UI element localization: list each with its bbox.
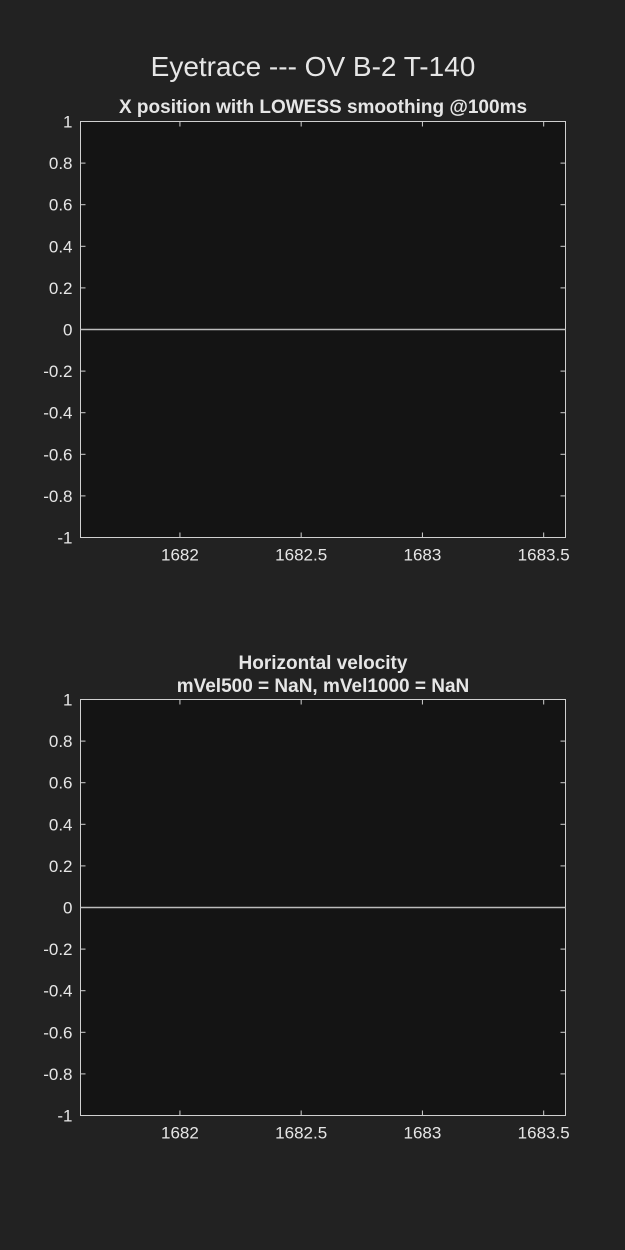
x-position-y-tick-label: 0.8 bbox=[49, 154, 73, 173]
horizontal-velocity-axes: Horizontal velocity mVel500 = NaN, mVel1… bbox=[43, 653, 569, 1143]
horizontal-velocity-axes-subtitle: mVel500 = NaN, mVel1000 = NaN bbox=[177, 676, 470, 697]
x-position-ticks: 1 0.8 0.6 0.4 0.2 0 -0.2 -0.4 -0.6 -0.8 -1 1682 1682… bbox=[43, 113, 569, 565]
horizontal-velocity-y-tick-label: -0.8 bbox=[43, 1065, 72, 1084]
x-position-y-tick-label: -0.4 bbox=[43, 404, 72, 423]
horizontal-velocity-y-tick-label: -0.4 bbox=[43, 982, 72, 1001]
x-position-axes: X position with LOWESS smoothing @100ms … bbox=[43, 97, 569, 565]
horizontal-velocity-x-tick-label: 1683.5 bbox=[518, 1124, 570, 1143]
horizontal-velocity-y-tick-label: 0.4 bbox=[49, 815, 73, 834]
x-position-y-tick-label: -0.6 bbox=[43, 445, 72, 464]
horizontal-velocity-y-tick-label: 1 bbox=[63, 691, 72, 710]
horizontal-velocity-y-tick-label: -1 bbox=[57, 1107, 72, 1126]
horizontal-velocity-y-tick-label: -0.2 bbox=[43, 940, 72, 959]
x-position-y-tick-label: -0.2 bbox=[43, 362, 72, 381]
x-position-y-tick-label: -1 bbox=[57, 529, 72, 548]
horizontal-velocity-axes-title: Horizontal velocity bbox=[239, 653, 408, 674]
horizontal-velocity-x-tick-label: 1683 bbox=[404, 1124, 442, 1143]
x-position-y-tick-label: 0.2 bbox=[49, 279, 73, 298]
horizontal-velocity-y-tick-label: -0.6 bbox=[43, 1023, 72, 1042]
x-position-x-tick-label: 1683.5 bbox=[518, 546, 570, 565]
x-position-x-tick-label: 1682.5 bbox=[275, 546, 327, 565]
horizontal-velocity-y-tick-label: 0.2 bbox=[49, 857, 73, 876]
x-position-x-tick-label: 1683 bbox=[404, 546, 442, 565]
x-position-y-tick-label: 0.6 bbox=[49, 196, 73, 215]
x-position-y-tick-label: 1 bbox=[63, 113, 72, 132]
horizontal-velocity-x-tick-label: 1682 bbox=[161, 1124, 199, 1143]
figure-title: Eyetrace --- OV B-2 T-140 bbox=[151, 51, 476, 82]
horizontal-velocity-y-tick-label: 0.6 bbox=[49, 774, 73, 793]
horizontal-velocity-x-tick-label: 1682.5 bbox=[275, 1124, 327, 1143]
horizontal-velocity-ticks: 1 0.8 0.6 0.4 0.2 0 -0.2 -0.4 -0.6 -0.8 -1 1682 1682… bbox=[43, 691, 569, 1143]
x-position-y-tick-label: -0.8 bbox=[43, 487, 72, 506]
x-position-y-tick-label: 0.4 bbox=[49, 237, 73, 256]
x-position-x-tick-label: 1682 bbox=[161, 546, 199, 565]
x-position-axes-title: X position with LOWESS smoothing @100ms bbox=[119, 97, 527, 118]
x-position-y-tick-label: 0 bbox=[63, 321, 72, 340]
horizontal-velocity-y-tick-label: 0.8 bbox=[49, 732, 73, 751]
horizontal-velocity-y-tick-label: 0 bbox=[63, 899, 72, 918]
